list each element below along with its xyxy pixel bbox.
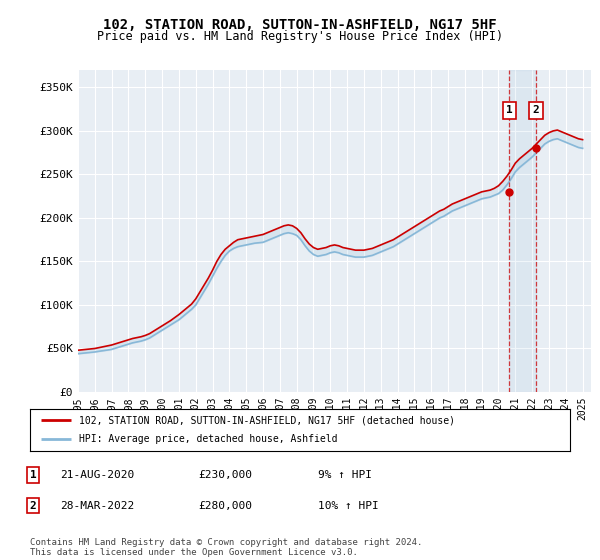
Text: 21-AUG-2020: 21-AUG-2020	[60, 470, 134, 480]
Text: 2: 2	[29, 501, 37, 511]
Text: 102, STATION ROAD, SUTTON-IN-ASHFIELD, NG17 5HF (detached house): 102, STATION ROAD, SUTTON-IN-ASHFIELD, N…	[79, 415, 455, 425]
Text: 28-MAR-2022: 28-MAR-2022	[60, 501, 134, 511]
Bar	[509, 70, 536, 392]
Text: 9% ↑ HPI: 9% ↑ HPI	[318, 470, 372, 480]
Text: £280,000: £280,000	[198, 501, 252, 511]
Text: £230,000: £230,000	[198, 470, 252, 480]
Text: Contains HM Land Registry data © Crown copyright and database right 2024.
This d: Contains HM Land Registry data © Crown c…	[30, 538, 422, 557]
Text: 102, STATION ROAD, SUTTON-IN-ASHFIELD, NG17 5HF: 102, STATION ROAD, SUTTON-IN-ASHFIELD, N…	[103, 18, 497, 32]
Text: 10% ↑ HPI: 10% ↑ HPI	[318, 501, 379, 511]
Text: HPI: Average price, detached house, Ashfield: HPI: Average price, detached house, Ashf…	[79, 435, 337, 445]
Text: Price paid vs. HM Land Registry's House Price Index (HPI): Price paid vs. HM Land Registry's House …	[97, 30, 503, 43]
Text: 1: 1	[506, 105, 512, 115]
Text: 1: 1	[29, 470, 37, 480]
Text: 2: 2	[533, 105, 539, 115]
